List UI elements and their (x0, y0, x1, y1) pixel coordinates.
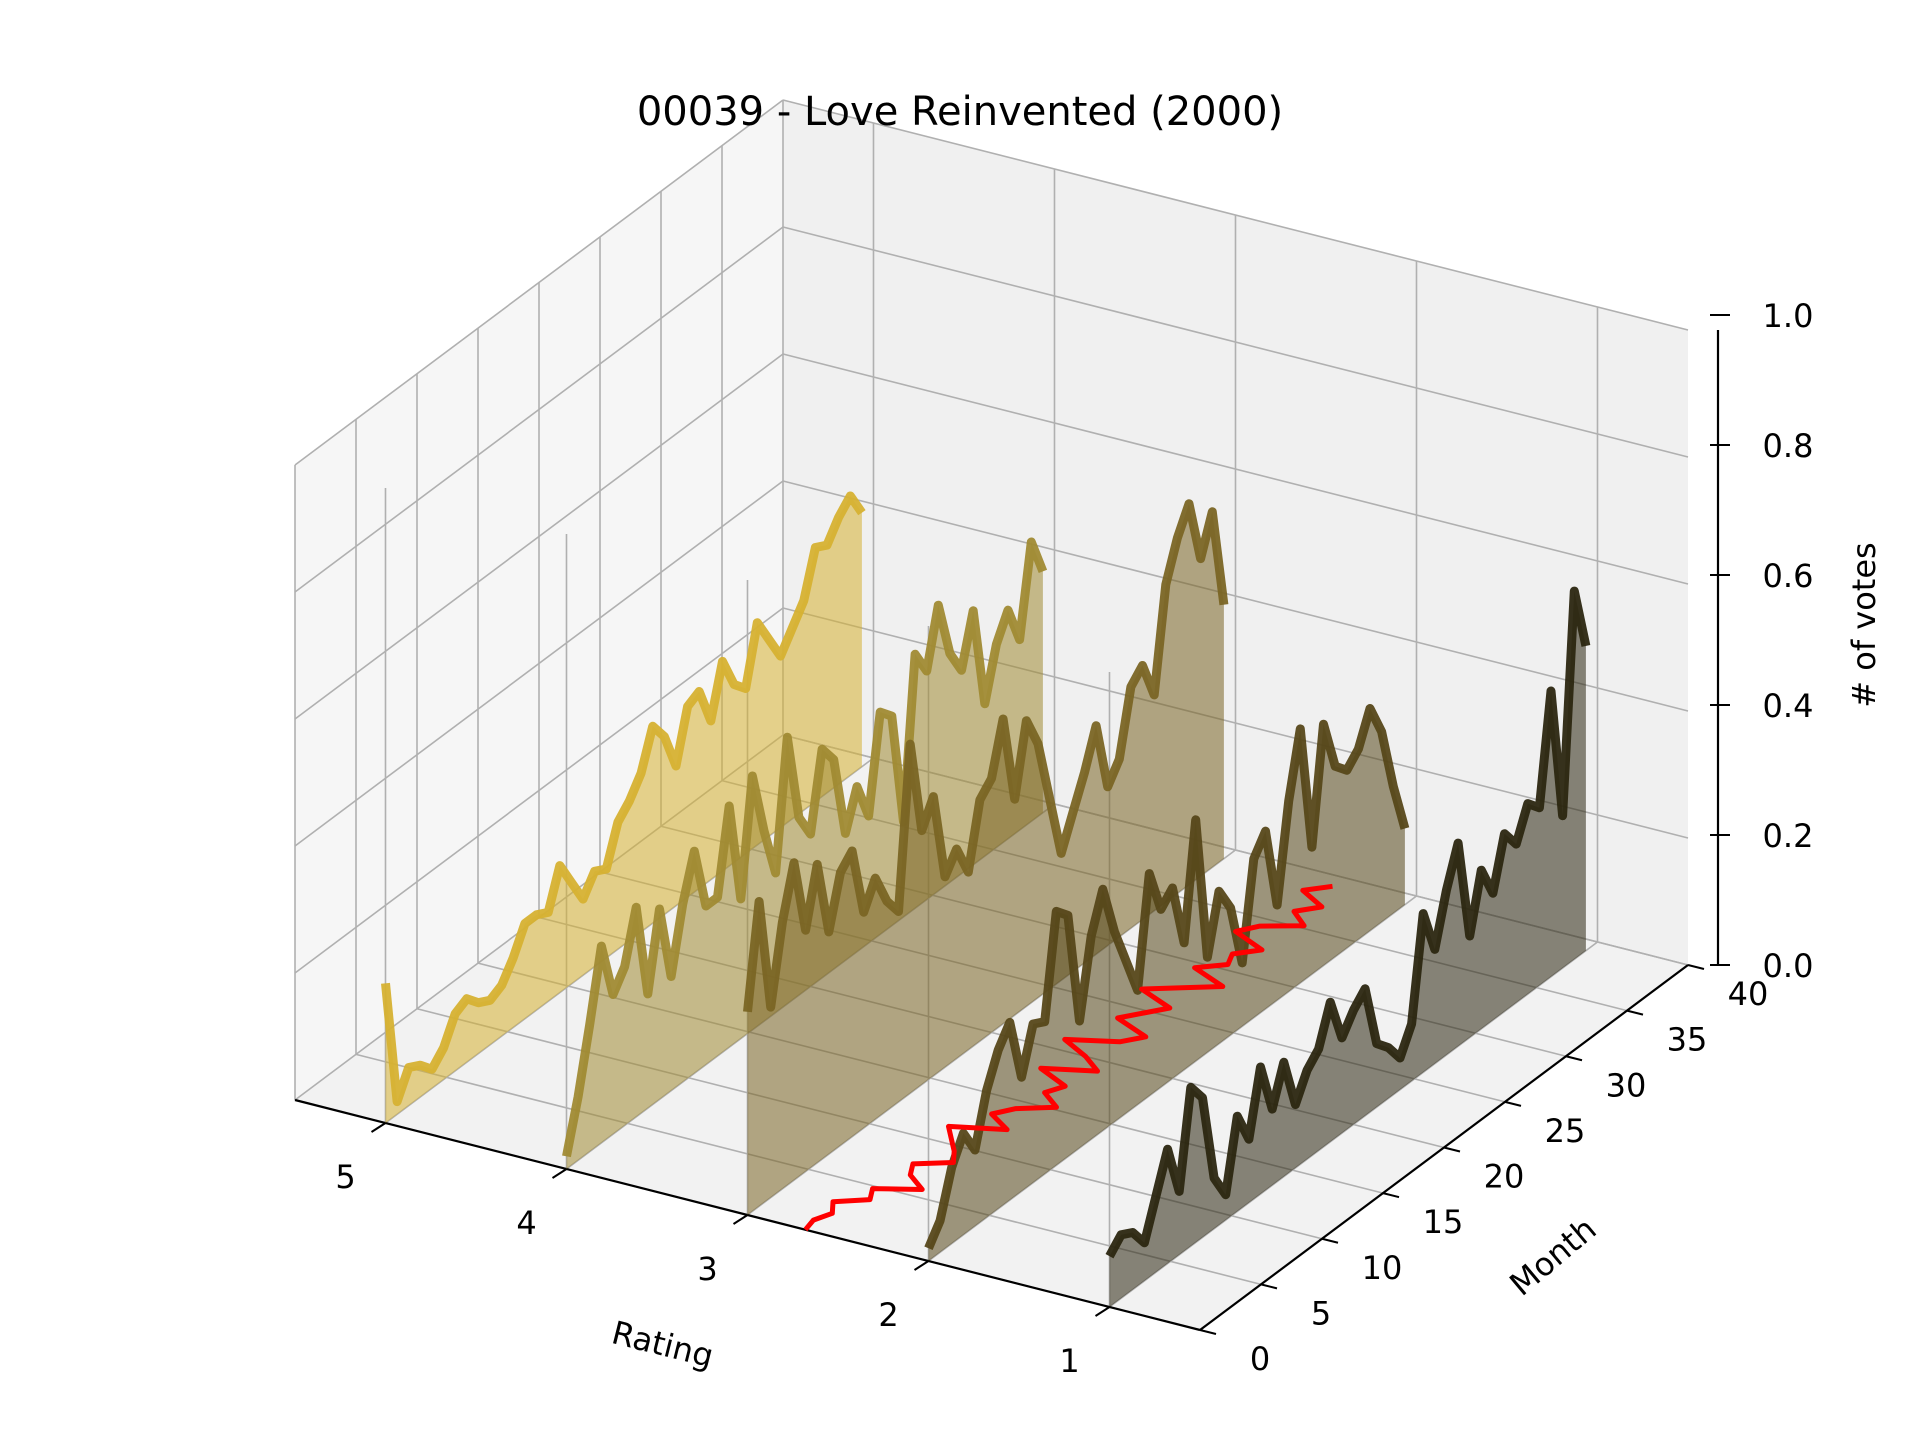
grid-line-z (294, 480, 784, 847)
x-tick-mark (732, 1214, 749, 1225)
y-axis-label: Month (1502, 1210, 1603, 1304)
y-tick-label: 40 (1728, 975, 1769, 1013)
y-tick-label: 25 (1545, 1112, 1586, 1150)
y-tick-mark (1260, 1283, 1278, 1290)
y-tick-mark (1321, 1237, 1339, 1244)
y-tick-label: 0 (1250, 1340, 1270, 1378)
series-fill-rating-1 (1109, 591, 1586, 1307)
x-tick-mark (370, 1122, 387, 1133)
chart-title: 00039 - Love Reinvented (2000) (637, 89, 1283, 135)
y-tick-label: 5 (1311, 1294, 1331, 1332)
series-fill-rating-3 (747, 503, 1224, 1215)
series-line-rating-3 (743, 499, 1229, 1013)
z-tick-label: 1.0 (1763, 297, 1814, 335)
series-fill-rating-4 (566, 542, 1043, 1169)
y-tick-mark (1565, 1055, 1583, 1062)
x-tick-mark (1094, 1306, 1111, 1317)
x-tick-label: 5 (335, 1158, 355, 1196)
y-tick-label: 20 (1484, 1158, 1525, 1196)
series-line-rating-4 (562, 537, 1048, 1158)
z-tick-label: 0.6 (1763, 557, 1814, 595)
x-tick-label: 2 (878, 1296, 898, 1334)
z-tick-label: 0.8 (1763, 427, 1814, 465)
grid-line-z (294, 353, 784, 720)
x-axis-label: Rating (608, 1313, 717, 1375)
x-tick-mark (551, 1168, 568, 1179)
x-tick-label: 4 (516, 1204, 536, 1242)
z-tick-label: 0.0 (1763, 947, 1814, 985)
grid-line-z (294, 99, 784, 466)
y-tick-mark (1443, 1146, 1461, 1153)
y-tick-mark (1382, 1192, 1400, 1199)
grid-line-z (294, 226, 784, 593)
x-tick-label: 3 (697, 1250, 717, 1288)
series-line-rating-5 (381, 491, 866, 1107)
plot-area (381, 491, 1591, 1307)
y-tick-mark (1626, 1009, 1644, 1016)
x-tick-label: 1 (1059, 1342, 1079, 1380)
series-line-rating-1 (1105, 586, 1591, 1259)
x-tick-mark (913, 1260, 930, 1271)
y-tick-mark (1504, 1100, 1522, 1107)
z-tick-label: 0.2 (1763, 817, 1814, 855)
y-tick-mark (1199, 1329, 1217, 1335)
z-tick-label: 0.4 (1763, 687, 1814, 725)
y-tick-label: 15 (1423, 1203, 1464, 1241)
tick-labels: 1 2 3 4 5 0 5 10 15 20 25 30 35 400.0 0.2 0.4 0.6 0.8 1.0 (335, 297, 1813, 1380)
series-line-rating-2 (924, 704, 1410, 1251)
z-axis-label: # of votes (1845, 542, 1883, 707)
y-tick-mark (1687, 964, 1705, 970)
grid-line-z (294, 607, 784, 974)
y-tick-label: 35 (1667, 1021, 1708, 1059)
mean-rating-line (803, 883, 1333, 1232)
y-tick-label: 30 (1606, 1066, 1647, 1104)
y-tick-label: 10 (1362, 1249, 1403, 1287)
